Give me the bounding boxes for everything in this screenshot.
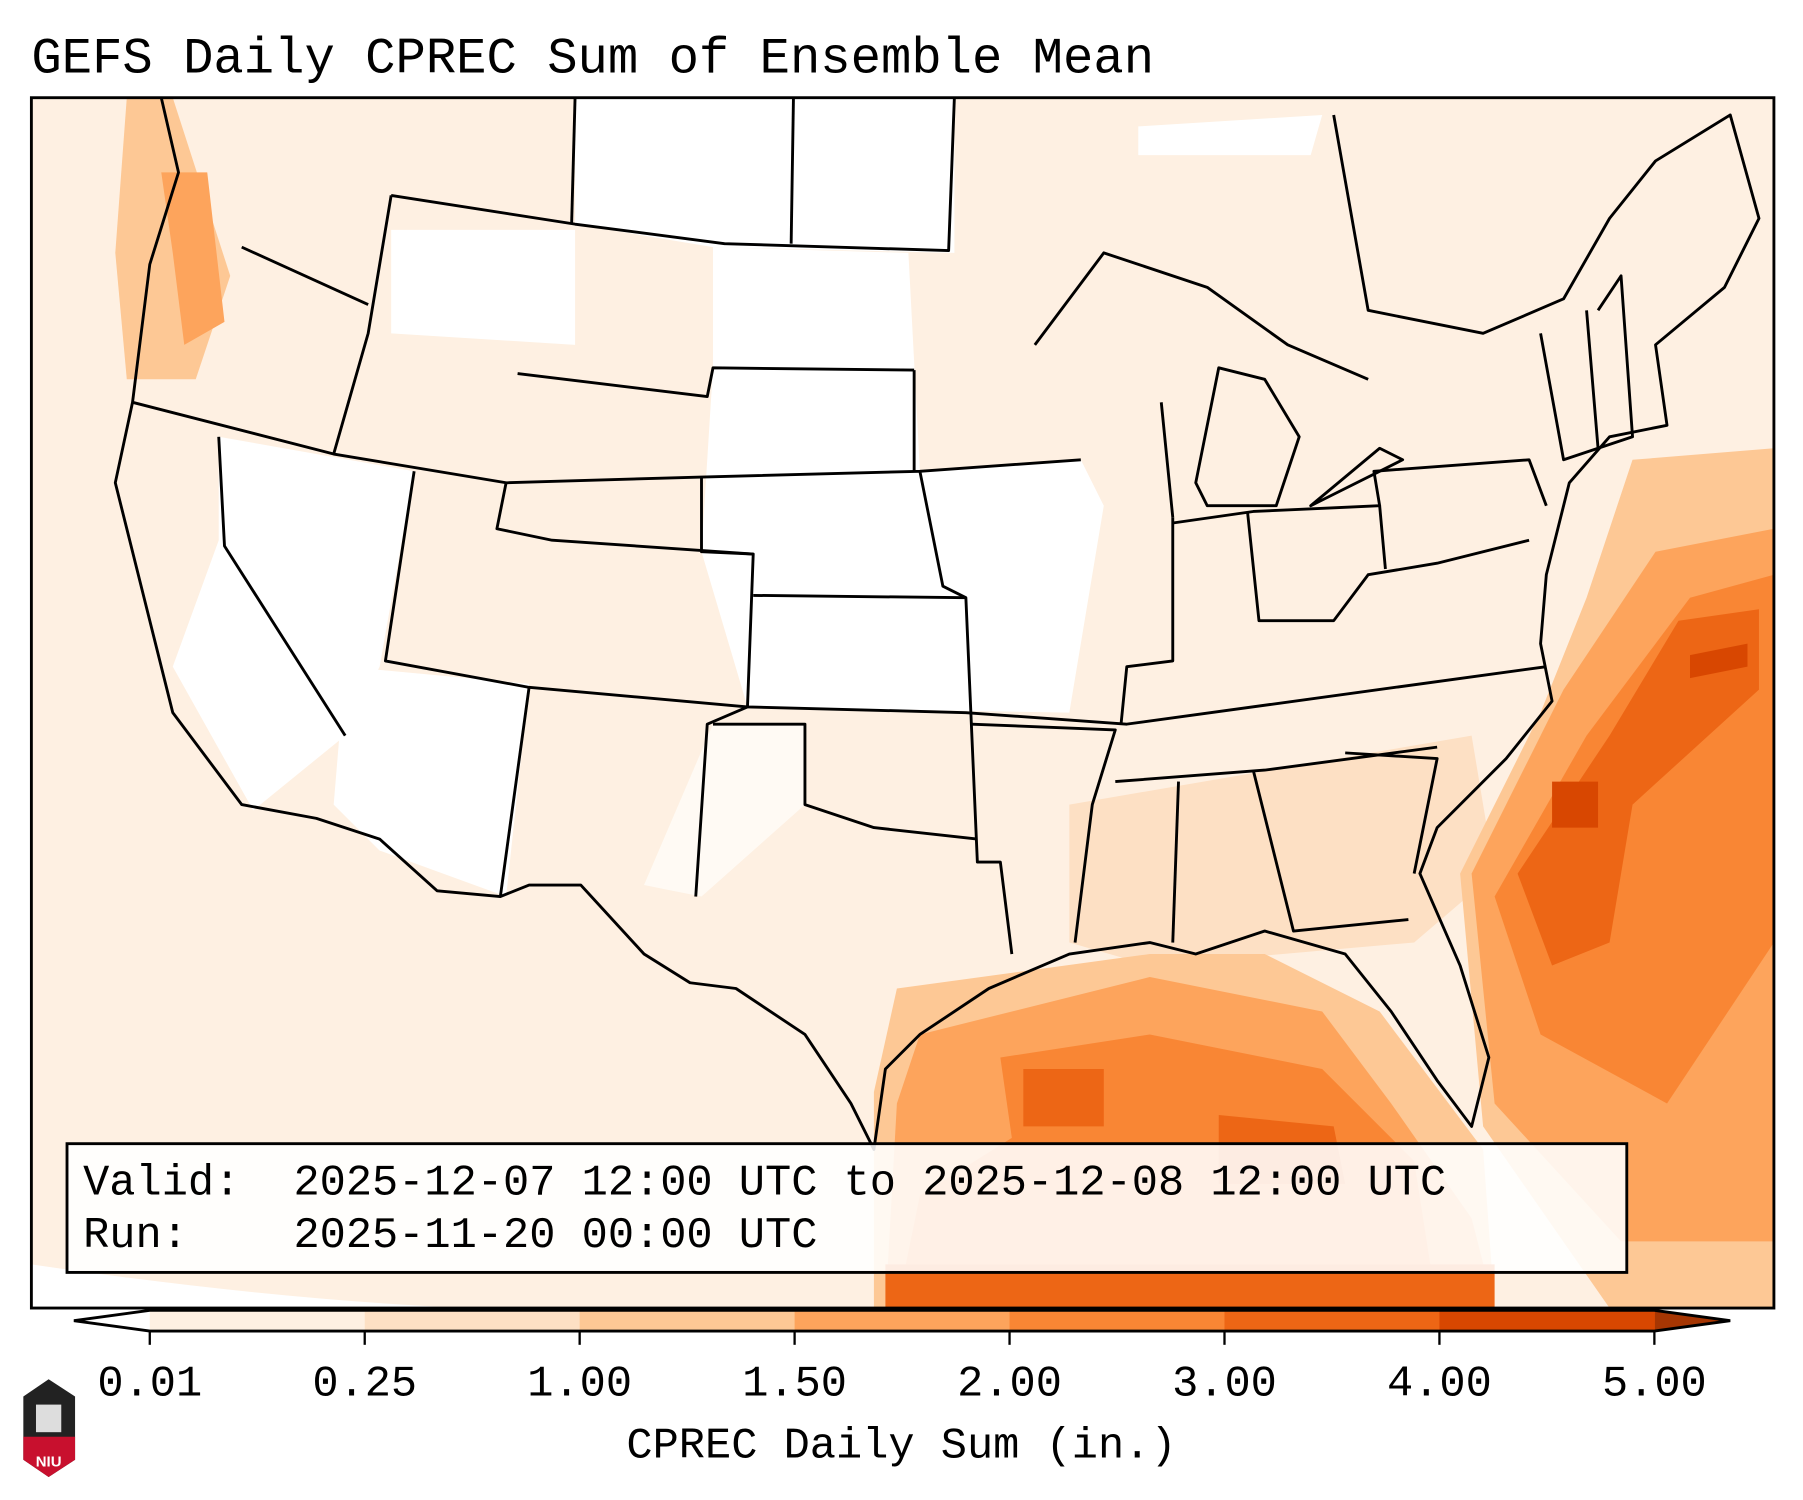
info-box: Valid: 2025-12-07 12:00 UTC to 2025-12-0… [65, 1142, 1629, 1274]
colorbar-extend-over [1654, 1310, 1731, 1332]
colorbar-segment [1009, 1310, 1226, 1332]
logo-text: NIU [36, 1454, 62, 1471]
map [31, 97, 1774, 1309]
projection-edge [31, 1264, 469, 1309]
colorbar [73, 1308, 1731, 1333]
colorbar-segment [149, 1310, 366, 1332]
colorbar-segment [1224, 1310, 1441, 1332]
colorbar-extend-under [73, 1310, 150, 1332]
run-label: Run: [83, 1212, 188, 1261]
colorbar-tick-label: 1.00 [527, 1360, 632, 1409]
boundaries [113, 97, 1761, 1151]
colorbar-tick-label: 1.50 [742, 1360, 847, 1409]
colorbar-tick-label: 3.00 [1172, 1360, 1277, 1409]
colorbar-segment [579, 1310, 796, 1332]
map-frame [29, 96, 1776, 1310]
colorbar-tick-label: 2.00 [957, 1360, 1062, 1409]
colorbar-ticks: 0.01 0.25 1.00 1.50 2.00 3.00 4.00 5.00 [97, 1331, 1707, 1409]
niu-logo: NIU [23, 1379, 76, 1478]
run-value: 2025-11-20 00:00 UTC [293, 1212, 817, 1261]
colorbar-label: CPREC Daily Sum (in.) [626, 1422, 1176, 1471]
colorbar-segment [1439, 1310, 1655, 1332]
colorbar-tick-label: 5.00 [1602, 1360, 1707, 1409]
colorbar-tick-label: 0.25 [312, 1360, 417, 1409]
valid-value: 2025-12-07 12:00 UTC to 2025-12-08 12:00… [293, 1159, 1446, 1208]
valid-label: Valid: [83, 1159, 240, 1208]
chart-title: GEFS Daily CPREC Sum of Ensemble Mean [31, 31, 1154, 88]
colorbar-tick-label: 0.01 [97, 1360, 202, 1409]
colorbar-segment [794, 1310, 1011, 1332]
colorbar-segment [364, 1310, 581, 1332]
colorbar-tick-label: 4.00 [1387, 1360, 1492, 1409]
